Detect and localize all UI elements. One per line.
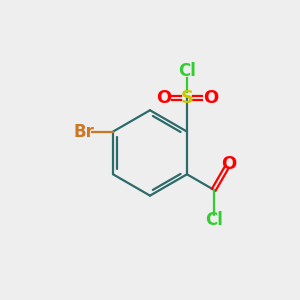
- Text: Cl: Cl: [178, 62, 196, 80]
- Text: Cl: Cl: [205, 211, 223, 229]
- Text: Br: Br: [73, 123, 94, 141]
- Text: O: O: [222, 155, 237, 173]
- Text: S: S: [181, 89, 194, 107]
- Text: O: O: [156, 89, 171, 107]
- Text: O: O: [203, 89, 218, 107]
